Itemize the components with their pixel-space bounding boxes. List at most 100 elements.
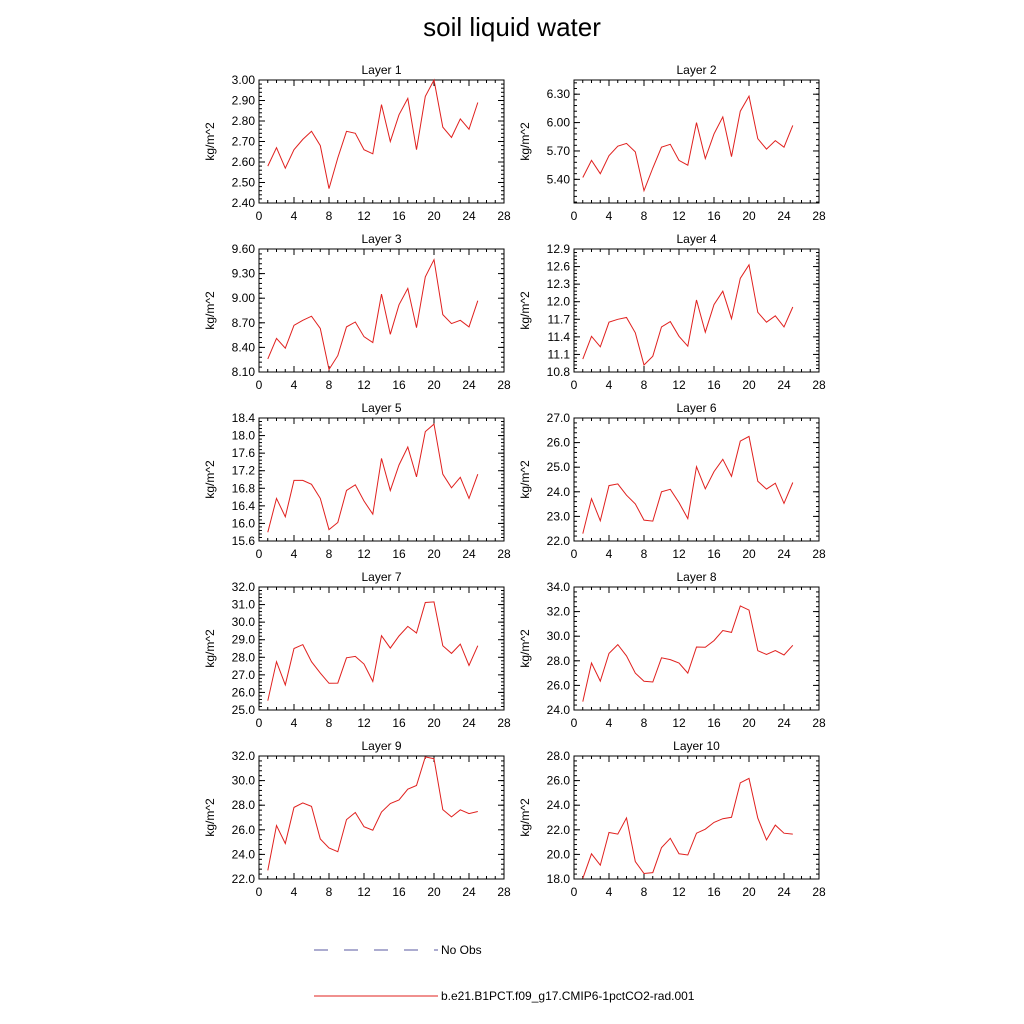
x-tick-label: 0 — [571, 547, 578, 561]
x-tick-label: 0 — [256, 716, 263, 730]
x-tick-label: 12 — [672, 378, 686, 392]
y-tick-label: 28.0 — [547, 749, 571, 763]
y-axis-label: kg/m^2 — [518, 629, 532, 668]
y-tick-label: 30.0 — [232, 774, 256, 788]
x-tick-label: 4 — [291, 885, 298, 899]
y-tick-label: 24.0 — [547, 703, 571, 717]
plot-frame — [258, 248, 505, 373]
y-tick-label: 12.0 — [547, 295, 571, 309]
x-tick-label: 20 — [742, 547, 756, 561]
plot-frame — [258, 586, 505, 711]
y-tick-label: 24.0 — [547, 798, 571, 812]
panel-title: Layer 4 — [676, 232, 716, 246]
x-tick-label: 4 — [291, 547, 298, 561]
x-tick-label: 16 — [707, 716, 721, 730]
y-axis-label: kg/m^2 — [518, 122, 532, 161]
y-tick-label: 11.1 — [548, 347, 571, 361]
panel-title: Layer 10 — [673, 739, 720, 753]
y-tick-label: 11.4 — [548, 330, 571, 344]
x-tick-label: 12 — [672, 716, 686, 730]
y-tick-label: 2.60 — [232, 155, 256, 169]
x-tick-label: 28 — [812, 378, 826, 392]
y-tick-label: 22.0 — [232, 872, 256, 886]
x-tick-label: 0 — [571, 209, 578, 223]
y-tick-label: 18.0 — [547, 872, 571, 886]
x-tick-label: 8 — [326, 378, 333, 392]
y-tick-label: 30.0 — [232, 615, 256, 629]
y-axis-label: kg/m^2 — [518, 798, 532, 837]
x-tick-label: 12 — [672, 209, 686, 223]
x-tick-label: 4 — [291, 209, 298, 223]
y-axis-label: kg/m^2 — [518, 460, 532, 499]
x-tick-label: 28 — [812, 885, 826, 899]
series-line — [267, 78, 479, 189]
y-tick-label: 26.0 — [547, 678, 571, 692]
plot-frame — [258, 79, 505, 204]
x-tick-label: 4 — [291, 716, 298, 730]
x-tick-label: 16 — [707, 209, 721, 223]
x-tick-label: 12 — [357, 378, 371, 392]
y-tick-label: 15.6 — [232, 534, 256, 548]
x-tick-label: 0 — [256, 209, 263, 223]
y-axis-label: kg/m^2 — [518, 291, 532, 330]
y-tick-label: 9.00 — [232, 291, 256, 305]
chart-title: soil liquid water — [423, 12, 601, 42]
series-line — [267, 258, 479, 371]
y-tick-label: 30.0 — [547, 629, 571, 643]
x-tick-label: 24 — [777, 547, 791, 561]
x-tick-label: 4 — [606, 716, 613, 730]
plot-frame — [258, 417, 505, 542]
x-tick-label: 16 — [392, 547, 406, 561]
y-axis-label: kg/m^2 — [203, 798, 217, 837]
y-tick-label: 2.80 — [232, 114, 256, 128]
series-line — [582, 94, 794, 193]
x-tick-label: 24 — [462, 209, 476, 223]
x-tick-label: 20 — [427, 885, 441, 899]
x-tick-label: 20 — [742, 378, 756, 392]
series-line — [582, 777, 793, 879]
x-tick-label: 0 — [571, 716, 578, 730]
y-tick-label: 17.2 — [232, 464, 256, 478]
series-line — [267, 423, 479, 533]
panel-4: Layer 4 kg/m^2 0 4 8 12 16 20 24 28 10.8 11.1 11.4 11… — [518, 232, 826, 392]
x-tick-label: 12 — [672, 885, 686, 899]
y-tick-label: 12.6 — [547, 260, 571, 274]
x-tick-label: 4 — [291, 378, 298, 392]
series-line — [267, 601, 479, 701]
y-axis-label: kg/m^2 — [203, 629, 217, 668]
x-tick-label: 20 — [427, 378, 441, 392]
y-axis-label: kg/m^2 — [203, 291, 217, 330]
x-tick-label: 8 — [326, 209, 333, 223]
series-line — [582, 263, 794, 366]
y-axis-label: kg/m^2 — [203, 122, 217, 161]
x-tick-label: 16 — [707, 885, 721, 899]
y-tick-label: 16.0 — [232, 516, 256, 530]
x-tick-label: 24 — [777, 209, 791, 223]
x-tick-label: 24 — [777, 716, 791, 730]
x-tick-label: 20 — [742, 885, 756, 899]
x-tick-label: 28 — [497, 378, 511, 392]
y-tick-label: 9.30 — [232, 267, 256, 281]
y-tick-label: 2.40 — [232, 196, 256, 210]
x-tick-label: 20 — [427, 716, 441, 730]
x-tick-label: 20 — [427, 547, 441, 561]
panel-title: Layer 6 — [676, 401, 716, 415]
y-tick-label: 32.0 — [547, 605, 571, 619]
x-tick-label: 0 — [256, 378, 263, 392]
y-tick-label: 29.0 — [232, 633, 256, 647]
plot-frame — [258, 755, 505, 880]
x-tick-label: 12 — [357, 547, 371, 561]
y-tick-label: 27.0 — [547, 411, 571, 425]
y-tick-label: 17.6 — [232, 446, 256, 460]
y-tick-label: 16.4 — [232, 499, 256, 513]
x-tick-label: 16 — [707, 547, 721, 561]
plot-frame — [573, 248, 820, 373]
x-tick-label: 4 — [606, 378, 613, 392]
y-tick-label: 34.0 — [547, 580, 571, 594]
panel-10: Layer 10 kg/m^2 0 4 8 12 16 20 24 28 18.0 20.0 22.0 2… — [518, 739, 826, 899]
y-tick-label: 6.30 — [547, 87, 571, 101]
series-line — [582, 605, 794, 702]
x-tick-label: 16 — [392, 378, 406, 392]
y-tick-label: 32.0 — [232, 749, 256, 763]
